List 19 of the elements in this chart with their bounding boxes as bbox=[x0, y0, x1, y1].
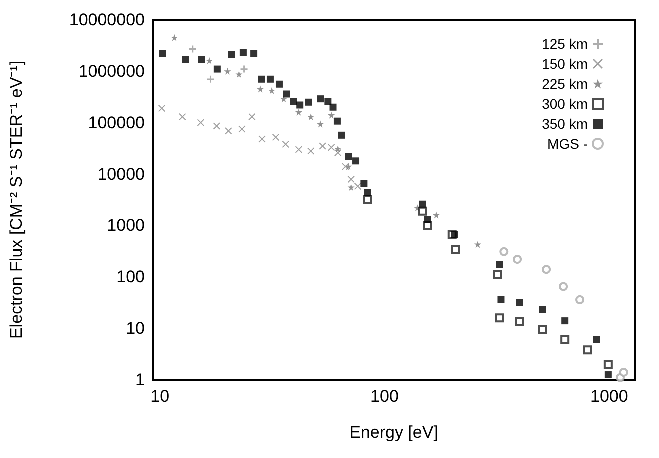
x-tick-label: 1000 bbox=[590, 387, 628, 406]
legend-label: 125 km bbox=[542, 36, 588, 52]
y-tick-label: 10 bbox=[126, 319, 145, 338]
y-tick-label: 1000000 bbox=[78, 62, 145, 81]
y-tick-label: 10000000 bbox=[69, 10, 145, 30]
y-tick-label: 1 bbox=[136, 370, 145, 390]
legend-label: 350 km bbox=[542, 116, 588, 132]
legend-label: 225 km bbox=[542, 76, 588, 92]
y-axis-title: Electron Flux [CM⁻² S⁻¹ STER⁻¹ eV⁻¹] bbox=[7, 60, 26, 340]
legend-label: 150 km bbox=[542, 56, 588, 72]
y-tick-label: 1000 bbox=[107, 216, 145, 236]
x-tick-label: 10 bbox=[150, 387, 170, 406]
x-tick-label: 100 bbox=[370, 387, 399, 406]
legend-label: MGS - bbox=[548, 136, 588, 152]
y-tick-label: 100000 bbox=[88, 113, 145, 132]
legend-label: 300 km bbox=[542, 96, 588, 112]
y-tick-label: 100 bbox=[116, 268, 145, 287]
y-tick-label: 10000 bbox=[98, 164, 145, 184]
x-axis-title: Energy [eV] bbox=[350, 423, 438, 442]
